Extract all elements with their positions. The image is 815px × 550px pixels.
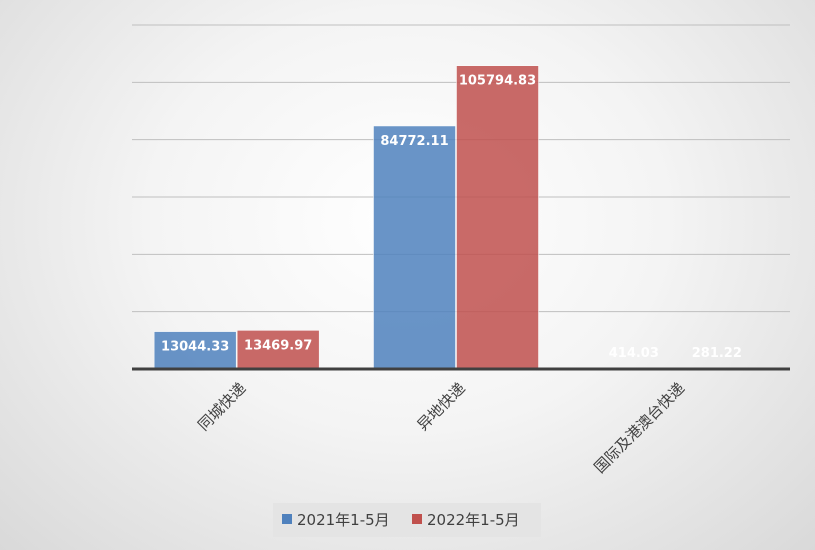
legend-swatch [412, 514, 422, 524]
legend-swatch [282, 514, 292, 524]
legend-entry: 2022年1-5月 [427, 511, 520, 529]
data-label: 105794.83 [459, 74, 536, 89]
category-label: 国际及港澳台快递 [591, 379, 689, 477]
bar [236, 330, 320, 370]
data-labels: 13044.33 13469.97 84772.11 105794.83 414.03 2… [161, 74, 742, 361]
data-label: 281.22 [692, 346, 742, 361]
category-labels: 同城快递 异地快递 国际及港澳台快递 [194, 379, 688, 477]
data-label: 84772.11 [380, 134, 448, 149]
data-label: 414.03 [609, 346, 659, 361]
bars [153, 65, 759, 370]
data-label: 13469.97 [244, 338, 312, 353]
bar [456, 65, 539, 370]
category-label: 异地快递 [414, 379, 469, 434]
legend: 2021年1-5月 2022年1-5月 [273, 503, 541, 537]
data-label: 13044.33 [161, 340, 229, 355]
legend-entry: 2021年1-5月 [297, 511, 390, 529]
category-label: 同城快递 [194, 379, 249, 434]
legend-box [273, 503, 541, 537]
bar [373, 125, 456, 370]
